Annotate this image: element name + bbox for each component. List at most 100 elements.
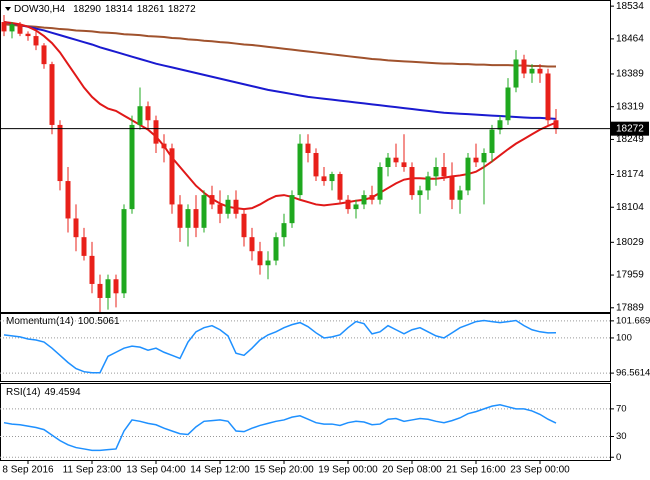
candle-body: [489, 129, 495, 153]
candle-body: [529, 68, 535, 74]
candle-body: [537, 68, 543, 74]
candle-body: [417, 190, 423, 196]
candle-body: [225, 199, 231, 214]
candle-body: [33, 36, 39, 46]
y-tick-label: 18319: [616, 101, 644, 112]
y-tick-label: 18029: [616, 237, 644, 248]
candle-body: [25, 33, 31, 37]
candle-body: [393, 157, 399, 163]
candle-body: [457, 190, 463, 200]
candle-body: [409, 167, 415, 196]
candle-body: [521, 59, 527, 74]
candle-body: [41, 45, 47, 65]
high-value: 18314: [105, 4, 133, 15]
candle-body: [177, 204, 183, 228]
candle-body: [65, 181, 71, 219]
candle-body: [169, 148, 175, 205]
momentum-panel: [0, 313, 611, 382]
candle-body: [329, 174, 335, 182]
candle-body: [505, 87, 511, 121]
rsi-panel: [0, 383, 611, 461]
candle-body: [9, 24, 15, 32]
x-tick-label: 19 Sep 00:00: [318, 465, 378, 476]
candle-body: [289, 195, 295, 224]
candle-body: [449, 176, 455, 200]
y-tick-label: 101.6692: [616, 315, 650, 326]
candle-body: [433, 167, 439, 177]
y-tick-label: 30: [616, 431, 627, 442]
candle-body: [145, 106, 151, 121]
candle-body: [465, 157, 471, 191]
candle-body: [161, 143, 167, 149]
candle-body: [473, 157, 479, 163]
candle-body: [385, 157, 391, 168]
y-tick-label: 18389: [616, 69, 644, 80]
x-tick-label: 23 Sep 00:00: [510, 465, 570, 476]
x-tick-label: 13 Sep 04:00: [126, 465, 186, 476]
x-tick-label: 11 Sep 23:00: [63, 465, 122, 476]
candle-body: [57, 124, 63, 182]
candle-body: [265, 260, 271, 266]
candle-body: [513, 59, 519, 88]
candle-body: [209, 195, 215, 205]
candle-body: [137, 106, 143, 125]
candle-body: [201, 195, 207, 228]
candle-body: [129, 124, 135, 210]
x-tick-label: 8 Sep 2016: [2, 465, 54, 476]
candle-body: [297, 143, 303, 196]
candle-body: [97, 283, 103, 298]
y-tick-label: 18249: [616, 134, 644, 145]
candle-body: [377, 167, 383, 200]
moving-average: [3, 21, 557, 211]
candle-body: [17, 24, 23, 34]
y-tick-label: 18534: [616, 1, 644, 12]
main-panel: [0, 0, 611, 313]
candle-body: [1, 22, 7, 32]
chart-header: DOW30,H4 18290 18314 18261 18272: [14, 4, 196, 15]
candle-body: [545, 73, 551, 121]
candle-body: [425, 176, 431, 191]
candle-body: [193, 209, 199, 228]
candle-body: [441, 167, 447, 177]
indicator-value: 100.5061: [78, 316, 120, 327]
y-tick-label: 18464: [616, 34, 644, 45]
x-tick-label: 14 Sep 12:00: [190, 465, 250, 476]
close-value: 18272: [168, 4, 196, 15]
candle-body: [321, 176, 327, 182]
y-tick-label: 17889: [616, 302, 644, 313]
candle-body: [497, 120, 503, 130]
x-tick-label: 15 Sep 20:00: [254, 465, 314, 476]
rsi-header: RSI(14) 49.4594: [6, 387, 81, 398]
candle-body: [337, 174, 343, 200]
current-price-label: 18272: [616, 123, 644, 134]
candle-body: [361, 195, 367, 205]
candle-body: [81, 237, 87, 256]
candle-body: [153, 120, 159, 144]
indicator-name: RSI(14): [6, 387, 40, 398]
candle-body: [217, 204, 223, 214]
moving-average: [3, 21, 557, 120]
low-value: 18261: [137, 4, 165, 15]
y-tick-label: 18104: [616, 202, 644, 213]
y-tick-label: 70: [616, 403, 627, 414]
y-tick-label: 17959: [616, 270, 644, 281]
candle-body: [113, 279, 119, 294]
candle-body: [257, 251, 263, 266]
candle-body: [49, 64, 55, 125]
candle-body: [241, 213, 247, 238]
candle-body: [553, 120, 559, 129]
indicator-line: [3, 403, 557, 452]
candle-body: [281, 223, 287, 238]
moving-average: [3, 23, 556, 68]
candle-body: [73, 218, 79, 238]
candle-body: [89, 255, 95, 284]
candle-body: [249, 237, 255, 252]
candle-body: [401, 162, 407, 168]
candle-body: [273, 237, 279, 261]
candle-body: [353, 204, 359, 210]
candle-body: [369, 195, 375, 200]
candle-body: [105, 279, 111, 298]
candle-body: [313, 152, 319, 177]
indicator-value: 49.4594: [44, 387, 81, 398]
